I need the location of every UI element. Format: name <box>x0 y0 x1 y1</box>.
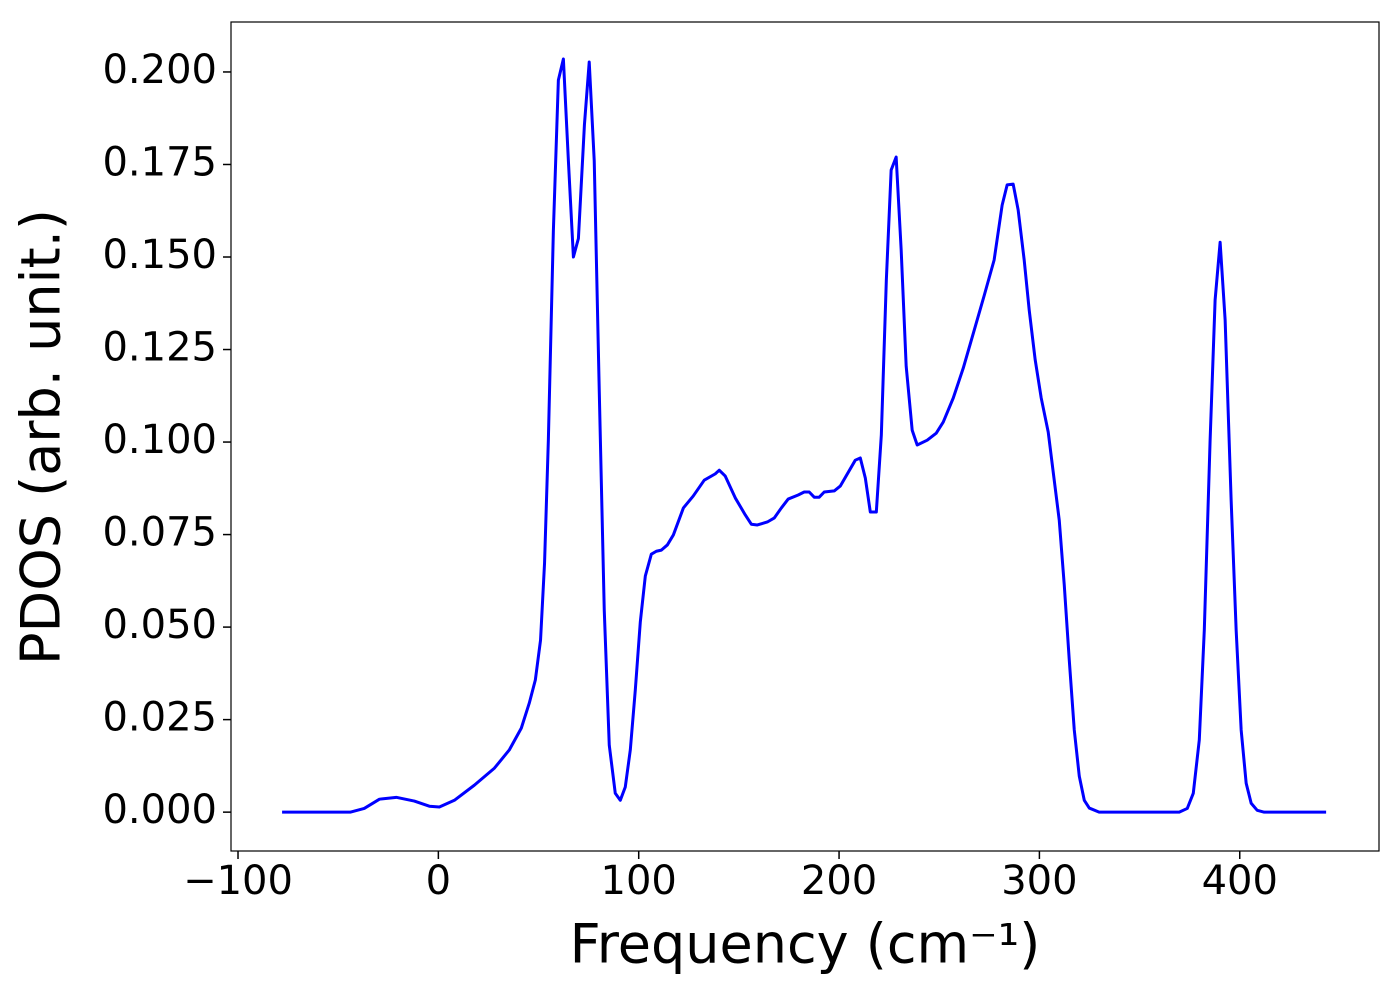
x-tick-label: 0 <box>426 858 451 904</box>
y-tick-label: 0.150 <box>102 232 217 278</box>
y-tick-label: 0.175 <box>102 139 217 185</box>
x-axis-label: Frequency (cm⁻¹) <box>570 913 1041 976</box>
y-tick-label: 0.200 <box>102 47 217 93</box>
x-tick-label: 200 <box>801 858 877 904</box>
plot-frame <box>230 21 1380 852</box>
y-axis-label: PDOS (arb. unit.) <box>10 209 73 665</box>
x-tick-label: 100 <box>601 858 677 904</box>
y-tick-label: 0.125 <box>102 325 217 371</box>
y-tick-label: 0.075 <box>102 510 217 556</box>
y-tick-label: 0.000 <box>102 787 217 833</box>
x-tick-label: 400 <box>1202 858 1278 904</box>
y-tick-label: 0.100 <box>102 417 217 463</box>
data-line <box>282 57 1327 814</box>
y-tick-label: 0.025 <box>102 695 217 741</box>
x-tick-label: 300 <box>1001 858 1077 904</box>
x-tick-label: −100 <box>183 858 293 904</box>
y-tick-label: 0.050 <box>102 602 217 648</box>
